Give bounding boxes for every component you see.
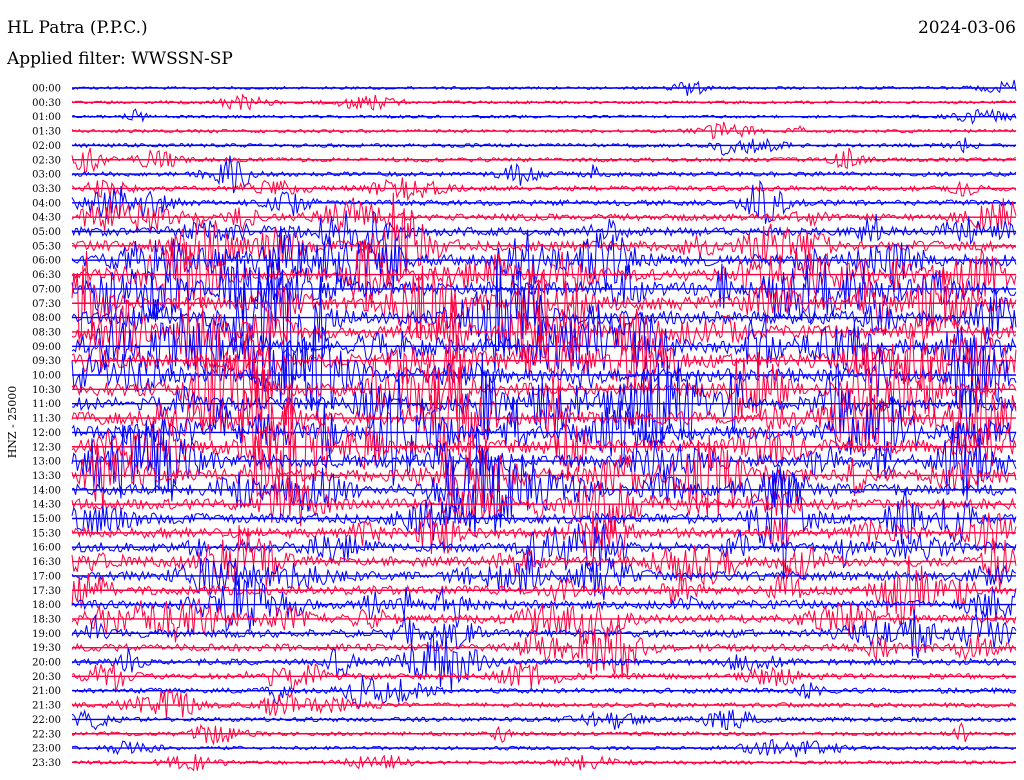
seismic-trace — [71, 257, 1017, 393]
row-time-label: 01:30 — [32, 127, 61, 138]
seismic-trace — [71, 552, 1017, 601]
row-time-label: 22:30 — [32, 729, 61, 740]
row-time-label: 20:00 — [32, 658, 61, 669]
row-time-label: 06:00 — [32, 256, 61, 267]
seismic-trace — [71, 721, 1017, 746]
row-time-label: 04:30 — [32, 213, 61, 224]
seismic-trace — [71, 509, 1017, 558]
seismic-trace — [71, 427, 1017, 538]
row-time-label: 02:30 — [32, 155, 61, 166]
row-time-label: 15:00 — [32, 514, 61, 525]
row-time-label: 03:00 — [32, 170, 61, 181]
seismic-trace — [71, 108, 1017, 125]
row-time-label: 21:00 — [32, 686, 61, 697]
row-time-label: 14:30 — [32, 500, 61, 511]
row-time-label: 19:00 — [32, 629, 61, 640]
row-time-label: 12:00 — [32, 428, 61, 439]
seismic-trace — [71, 609, 1017, 659]
row-time-label: 13:00 — [32, 457, 61, 468]
seismic-trace — [71, 93, 1017, 111]
seismic-trace — [71, 350, 1017, 488]
row-time-label: 04:00 — [32, 198, 61, 209]
row-time-label: 19:30 — [32, 643, 61, 654]
filter-label: Applied filter: WWSSN-SP — [7, 49, 233, 69]
seismic-trace — [71, 675, 1017, 710]
row-time-label: 20:30 — [32, 672, 61, 683]
row-time-label: 21:30 — [32, 701, 61, 712]
row-time-label: 18:00 — [32, 600, 61, 611]
row-time-label: 23:30 — [32, 758, 61, 769]
seismic-trace — [71, 137, 1017, 156]
seismic-trace — [71, 525, 1017, 591]
seismic-trace — [71, 179, 1017, 224]
row-time-label: 17:00 — [32, 571, 61, 582]
row-time-label: 16:30 — [32, 557, 61, 568]
seismic-trace — [71, 662, 1017, 691]
row-time-label: 11:00 — [32, 399, 61, 410]
seismic-trace — [71, 250, 1017, 351]
seismic-trace — [71, 631, 1017, 691]
seismic-trace — [71, 210, 1017, 254]
seismic-trace — [71, 192, 1017, 285]
row-time-label: 12:30 — [32, 442, 61, 453]
row-time-label: 17:30 — [32, 586, 61, 597]
row-time-label: 07:00 — [32, 284, 61, 295]
seismic-trace — [71, 475, 1017, 540]
row-time-label: 09:00 — [32, 342, 61, 353]
row-time-label: 05:30 — [32, 241, 61, 252]
seismic-trace — [71, 753, 1017, 772]
row-time-label: 10:00 — [32, 371, 61, 382]
row-time-label: 14:00 — [32, 485, 61, 496]
row-time-label: 00:30 — [32, 98, 61, 109]
row-time-label: 18:30 — [32, 614, 61, 625]
row-time-label: 08:00 — [32, 313, 61, 324]
seismic-trace — [71, 614, 1017, 679]
seismic-trace — [71, 379, 1017, 506]
row-time-label: 10:30 — [32, 385, 61, 396]
row-time-label: 02:00 — [32, 141, 61, 152]
seismic-trace — [71, 352, 1017, 449]
seismic-trace — [71, 369, 1017, 486]
row-time-label: 16:00 — [32, 543, 61, 554]
row-time-label: 08:30 — [32, 327, 61, 338]
row-time-label: 13:30 — [32, 471, 61, 482]
row-time-label: 09:30 — [32, 356, 61, 367]
row-time-label: 07:30 — [32, 299, 61, 310]
y-axis-label: HNZ - 25000 — [6, 385, 19, 459]
seismic-trace — [71, 304, 1017, 381]
seismic-trace — [71, 155, 1017, 194]
row-time-label: 00:00 — [32, 84, 61, 95]
seismic-trace — [71, 598, 1017, 647]
row-time-label: 01:00 — [32, 112, 61, 123]
row-time-label: 22:00 — [32, 715, 61, 726]
station-title: HL Patra (P.P.C.) — [7, 18, 148, 38]
seismic-trace — [71, 463, 1017, 580]
seismic-trace — [71, 326, 1017, 421]
row-time-label: 03:30 — [32, 184, 61, 195]
seismic-trace — [71, 419, 1017, 502]
seismic-trace — [71, 177, 1017, 202]
seismic-trace — [71, 226, 1017, 291]
row-time-label: 23:00 — [32, 744, 61, 755]
seismic-trace — [71, 689, 1017, 719]
row-time-label: 11:30 — [32, 414, 61, 425]
seismic-trace — [71, 738, 1017, 758]
record-date: 2024-03-06 — [917, 18, 1016, 38]
row-time-label: 06:30 — [32, 270, 61, 281]
seismic-trace — [71, 197, 1017, 235]
seismic-trace — [71, 708, 1017, 731]
seismic-trace — [71, 555, 1017, 625]
seismic-trace — [71, 523, 1017, 572]
seismic-trace — [71, 326, 1017, 441]
row-time-label: 05:00 — [32, 227, 61, 238]
seismic-trace — [71, 79, 1017, 96]
seismic-trace — [71, 121, 1017, 140]
row-time-label: 15:30 — [32, 528, 61, 539]
